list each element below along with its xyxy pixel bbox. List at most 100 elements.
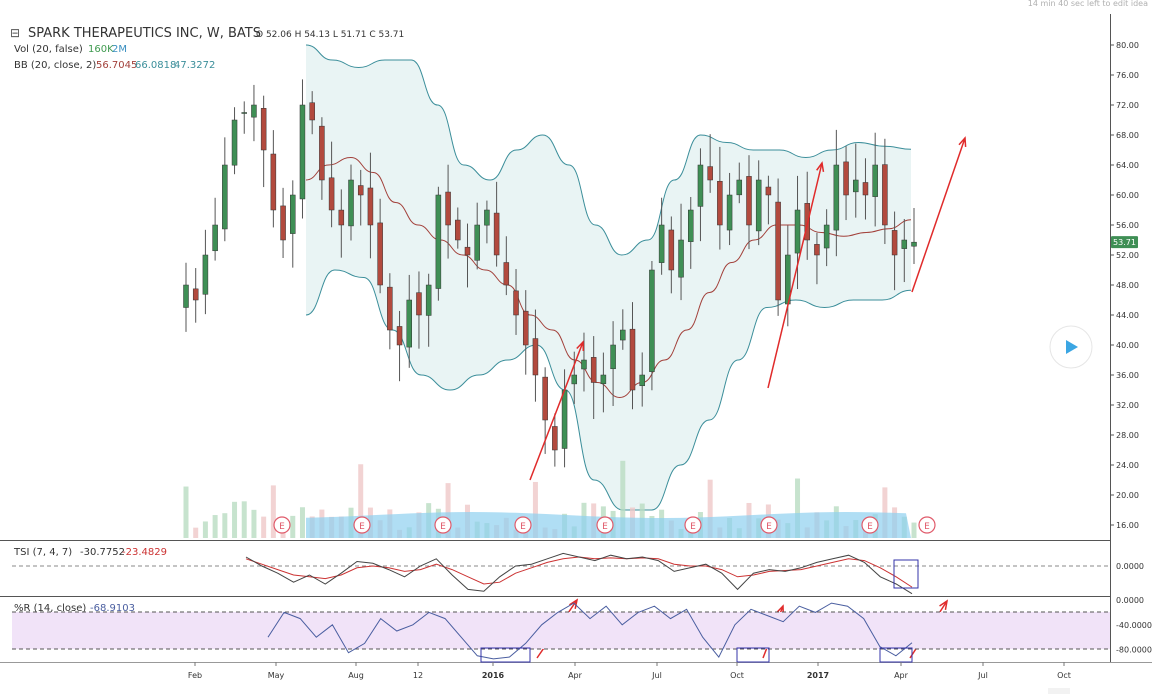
williams-r-panel xyxy=(12,602,1110,660)
candle-body xyxy=(794,209,801,254)
time-axis-label: Feb xyxy=(188,671,202,680)
volume-bar xyxy=(202,521,208,538)
tsi-legend-signal: -23.4829 xyxy=(122,547,167,558)
candle-body xyxy=(649,269,655,372)
time-axis-label: 12 xyxy=(413,671,423,680)
price-axis-label: 72.00 xyxy=(1116,101,1139,110)
candle-body xyxy=(290,194,296,234)
trend-arrow-head xyxy=(939,599,949,610)
play-icon xyxy=(1066,340,1078,354)
candle-body xyxy=(911,241,917,247)
vol-legend-value: 160K xyxy=(88,44,114,55)
price-axis-label: 60.00 xyxy=(1116,191,1139,200)
volume-bar xyxy=(445,483,451,538)
candle-body xyxy=(639,374,645,387)
candle-body xyxy=(357,185,364,196)
candle-body xyxy=(581,359,587,370)
last-price-tag: 53.71 xyxy=(1111,236,1138,249)
candle-body xyxy=(416,292,422,316)
trend-arrow-line xyxy=(529,341,584,481)
earnings-marker xyxy=(760,516,778,534)
williams-r-line xyxy=(267,602,913,660)
candle-body xyxy=(328,177,335,211)
candle-body xyxy=(620,329,626,341)
earnings-label: E xyxy=(520,522,526,532)
bb-legend-basis: 56.7045 xyxy=(96,60,137,71)
candle-body xyxy=(464,246,471,256)
trend-arrow-head xyxy=(576,340,585,352)
price-axis-label: 20.00 xyxy=(1116,491,1139,500)
candle-body xyxy=(542,376,548,421)
price-axis-label: 76.00 xyxy=(1116,71,1139,80)
trend-arrow-line xyxy=(911,137,966,293)
price-axis-label: 64.00 xyxy=(1116,161,1139,170)
candle-body xyxy=(251,104,257,118)
candle-body xyxy=(814,244,820,256)
candle-body xyxy=(493,212,500,256)
candle-body xyxy=(222,164,228,230)
candle-body xyxy=(396,326,403,346)
candle-body xyxy=(280,205,286,241)
candle-body xyxy=(377,222,383,286)
candle-body xyxy=(270,153,277,211)
time-axis-label: 2016 xyxy=(482,671,505,680)
candle-body xyxy=(862,182,869,196)
candle-body xyxy=(260,108,267,151)
candle-body xyxy=(823,224,830,249)
time-axis-label: Aug xyxy=(348,671,364,680)
candle-body xyxy=(726,194,733,231)
time-axis-label: May xyxy=(268,671,285,680)
candle-body xyxy=(843,161,849,196)
highlight-box xyxy=(879,647,913,663)
volume-bar xyxy=(911,522,917,538)
settings-button[interactable] xyxy=(1048,688,1070,694)
tsi-legend-label: TSI (7, 4, 7) xyxy=(13,547,72,558)
last-price-label: 53.71 xyxy=(1113,238,1136,247)
price-axis-label: 56.00 xyxy=(1116,221,1139,230)
price-axis-label: 80.00 xyxy=(1116,41,1139,50)
vol-legend-ma: 2M xyxy=(112,44,127,55)
trend-arrow-head xyxy=(569,598,579,609)
price-axis-label: 28.00 xyxy=(1116,431,1139,440)
bb-upper-line xyxy=(305,44,912,256)
time-axis-label: Apr xyxy=(568,671,583,680)
candle-body xyxy=(192,288,199,301)
candle-body xyxy=(765,186,772,196)
price-axis-label: 52.00 xyxy=(1116,251,1139,260)
legend: ⊟ SPARK THERAPEUTICS INC, W, BATS O 52.0… xyxy=(10,0,1148,614)
edit-timer-note: 14 min 40 sec left to edit idea xyxy=(1028,0,1148,8)
volume-bar xyxy=(183,486,189,538)
collapse-icon[interactable]: ⊟ xyxy=(10,26,20,40)
candle-body xyxy=(387,286,393,331)
price-axis-label: 24.00 xyxy=(1116,461,1139,470)
price-axis-label: 16.00 xyxy=(1116,521,1139,530)
candle-body xyxy=(755,179,762,232)
play-button[interactable] xyxy=(1049,325,1093,369)
bb-legend-upper: 66.0818 xyxy=(135,60,176,71)
earnings-marker xyxy=(353,516,371,534)
ohlc-values: O 52.06 H 54.13 L 51.71 C 53.71 xyxy=(256,30,404,40)
candle-body xyxy=(319,125,325,181)
candle-body xyxy=(231,119,238,166)
bb-cloud xyxy=(306,45,911,510)
earnings-label: E xyxy=(924,522,930,532)
earnings-label: E xyxy=(867,522,873,532)
candle-body xyxy=(425,284,432,316)
time-axis[interactable]: Feb May Aug 12 2016 Apr Jul Oct 2017 Apr Jul Oct xyxy=(188,662,1071,680)
price-axis[interactable]: 80.00 76.00 72.00 68.00 64.00 60.00 56.00 52.00… xyxy=(1110,41,1152,655)
time-axis-label: Oct xyxy=(730,671,744,680)
bb-legend-label: BB (20, close, 2) xyxy=(14,60,96,71)
candle-body xyxy=(309,102,315,121)
candle-body xyxy=(678,239,684,278)
volume-bar xyxy=(251,509,257,538)
candle-body xyxy=(668,229,675,271)
candle-body xyxy=(600,374,607,385)
candle-body xyxy=(901,239,908,249)
candle-body xyxy=(435,194,442,289)
bb-basis-line xyxy=(305,156,912,399)
highlight-box xyxy=(893,559,919,589)
candle-body xyxy=(348,179,354,227)
time-axis-label: Oct xyxy=(1057,671,1071,680)
time-axis-label: 2017 xyxy=(807,671,829,680)
